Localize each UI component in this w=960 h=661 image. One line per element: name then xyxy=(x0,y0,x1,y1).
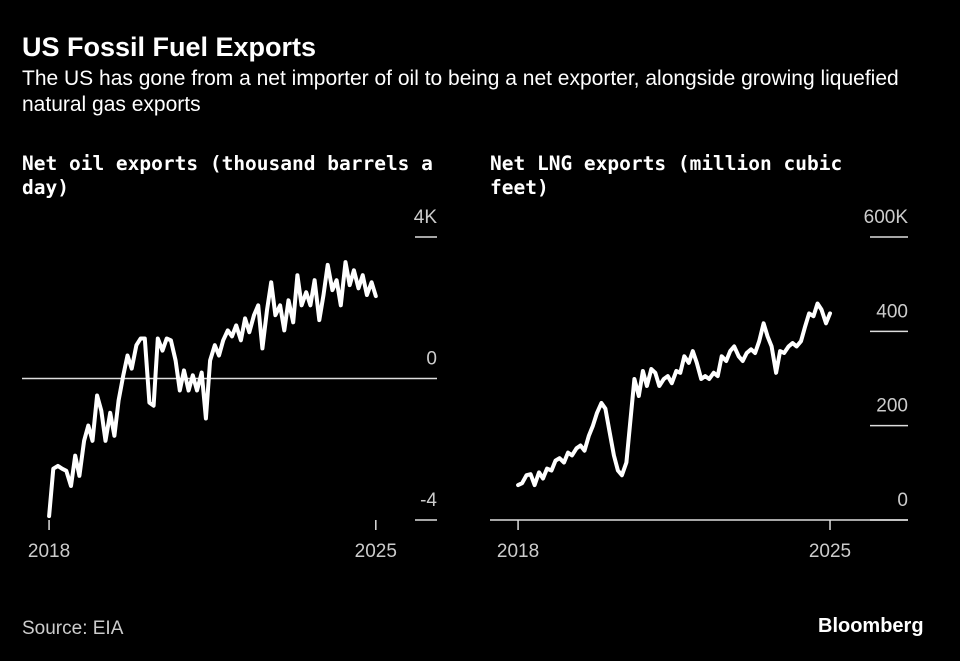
data-line xyxy=(47,260,378,519)
x-tick-label: 2025 xyxy=(809,541,851,562)
panel-title: Net oil exports (thousand barrels a day) xyxy=(22,152,433,199)
title: US Fossil Fuel Exports xyxy=(22,32,317,62)
y-tick-label: 400 xyxy=(876,301,908,322)
x-tick-label: 2018 xyxy=(497,541,539,562)
y-tick-label: -4 xyxy=(420,490,437,511)
panel-title: Net LNG exports (million cubic feet) xyxy=(490,152,843,199)
y-tick-label: 600K xyxy=(864,207,909,228)
data-line xyxy=(516,301,832,488)
y-tick-label: 0 xyxy=(897,490,908,511)
x-tick-label: 2025 xyxy=(355,541,397,562)
subtitle: The US has gone from a net importer of o… xyxy=(22,67,899,116)
y-tick-label: 0 xyxy=(426,349,437,370)
x-tick-label: 2018 xyxy=(28,541,70,562)
y-tick-label: 200 xyxy=(876,396,908,417)
source: Source: EIA xyxy=(22,618,124,639)
y-tick-label: 4K xyxy=(414,207,438,228)
brand: Bloomberg xyxy=(818,615,924,637)
